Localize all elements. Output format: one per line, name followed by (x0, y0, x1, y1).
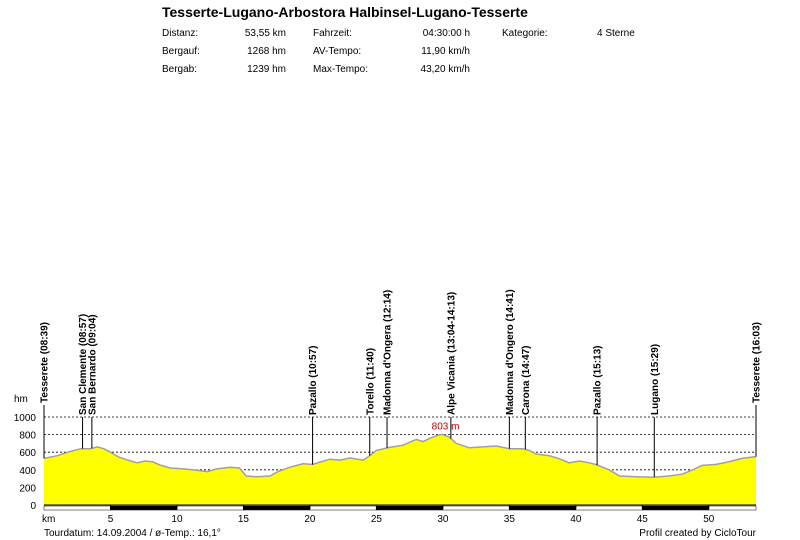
scale-segment-40 (575, 505, 643, 511)
axis-ticks: 0 200 400 600 800 1000 5 10 15 20 25 30 35 40 45 50 (14, 413, 715, 525)
stat-max-tempo-label: Max-Tempo: (313, 64, 369, 75)
scale-segment-35 (509, 505, 577, 511)
elevation-area (44, 434, 756, 505)
stat-max-tempo-value: 43,20 km/h (420, 64, 470, 75)
stat-fahrzeit-label: Fahrzeit: (313, 28, 352, 39)
scale-segment-15 (243, 505, 311, 511)
scale-segment-0 (43, 505, 111, 511)
scale-segment-25 (376, 505, 444, 511)
waypoint-label-10: Lugano (15:29) (650, 344, 661, 415)
waypoint-label-4: Torello (11:40) (365, 348, 376, 415)
waypoint-label-6: Alpe Vicania (13:04-14:13) (446, 292, 457, 415)
waypoint-label-8: Carona (14:47) (521, 346, 532, 415)
waypoint-label-11: Tesserete (16:03) (752, 322, 763, 403)
scale-segment-45 (642, 505, 710, 511)
waypoint-label-3: Pazallo (10:57) (308, 346, 319, 415)
x-tick-label-40: 40 (570, 514, 582, 525)
y-tick-label-400: 400 (19, 466, 36, 477)
y-tick-label-200: 200 (19, 483, 36, 494)
scale-segment-20 (309, 505, 377, 511)
x-tick-label-10: 10 (171, 514, 183, 525)
x-tick-label-20: 20 (304, 514, 316, 525)
waypoint-label-2: San Bernardo (09:04) (87, 314, 98, 415)
stat-bergab-value: 1239 hm (247, 64, 286, 75)
distance-scale-bar (43, 505, 757, 511)
waypoint-markers: Tesserete (08:39) San Clemente (08:57)San… (40, 289, 763, 478)
stat-fahrzeit-value: 04:30:00 h (422, 28, 470, 39)
y-axis-label: hm (14, 394, 28, 405)
waypoint-label-7: Madonna d'Ongero (14:41) (505, 289, 516, 415)
stat-distanz-label: Distanz: (162, 28, 199, 39)
waypoint-label-0: Tesserete (08:39) (40, 322, 51, 403)
waypoint-label-9: Pazallo (15:13) (593, 346, 604, 415)
x-tick-label-5: 5 (108, 514, 114, 525)
scale-segment-5 (110, 505, 178, 511)
y-tick-label-600: 600 (19, 448, 36, 459)
x-tick-label-25: 25 (371, 514, 383, 525)
x-tick-label-30: 30 (437, 514, 449, 525)
scale-segment-50 (708, 505, 757, 511)
x-axis-label: km (42, 514, 55, 525)
stat-distanz-value: 53,55 km (244, 28, 286, 39)
stat-av-tempo-label: AV-Tempo: (313, 46, 362, 57)
x-tick-label-15: 15 (238, 514, 250, 525)
stat-bergauf-value: 1268 hm (247, 46, 286, 57)
x-tick-label-45: 45 (637, 514, 649, 525)
stat-bergab-label: Bergab: (162, 64, 198, 75)
waypoint-label-5: Madonna d'Ongera (12:14) (383, 290, 394, 415)
y-tick-label-800: 800 (19, 431, 36, 442)
stat-av-tempo-value: 11,90 km/h (421, 46, 470, 57)
scale-segment-10 (176, 505, 244, 511)
max-elevation-label: 803 m (432, 421, 460, 432)
waypoint-label-1: San Clemente (08:57) (78, 314, 89, 415)
elevation-outline (43, 433, 757, 479)
stat-bergauf-label: Bergauf: (162, 46, 200, 57)
tour-date: Tourdatum: 14.09.2004 / ø-Temp.: 16,1° (44, 528, 221, 539)
scale-segment-30 (442, 505, 510, 511)
x-tick-label-50: 50 (703, 514, 715, 525)
stat-kategorie-label: Kategorie: (502, 28, 548, 39)
y-tick-label-0: 0 (30, 501, 36, 512)
credit-text: Profil created by CicloTour (639, 528, 756, 539)
y-tick-label-1000: 1000 (14, 413, 37, 424)
page-title: Tesserte-Lugano-Arbostora Halbinsel-Luga… (162, 4, 528, 20)
x-tick-label-35: 35 (504, 514, 516, 525)
stat-kategorie-value: 4 Sterne (597, 28, 635, 39)
